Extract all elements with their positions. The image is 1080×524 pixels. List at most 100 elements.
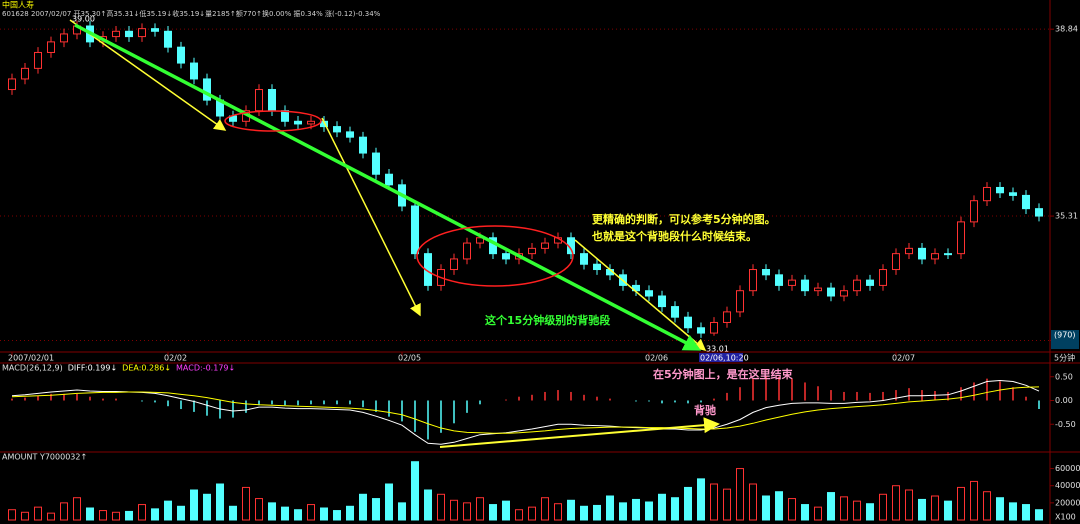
- volume-bar: [957, 486, 965, 521]
- volume-bar: [671, 497, 679, 521]
- volume-bar: [242, 486, 250, 521]
- volume-bar: [8, 509, 16, 521]
- volume-bar: [931, 495, 939, 521]
- candle-body: [177, 46, 185, 64]
- candle-body: [723, 311, 731, 323]
- volume-bar: [385, 483, 393, 521]
- candle-body: [281, 110, 289, 122]
- volume-bar: [918, 498, 926, 521]
- volume-bar: [502, 500, 510, 521]
- candle-body: [372, 152, 380, 175]
- volume-bar: [801, 504, 809, 521]
- legend-entry: DIFF:0.199↓: [68, 364, 117, 373]
- y-tick-label: 0.00: [1055, 396, 1073, 405]
- candle-body: [762, 269, 770, 276]
- macd-line: [11, 386, 1040, 434]
- candle-body: [333, 126, 341, 133]
- candle-body: [580, 253, 588, 265]
- y-tick-label: 35.31: [1055, 212, 1078, 221]
- volume-bar: [814, 506, 822, 521]
- period-label: 5分钟: [1054, 353, 1075, 363]
- volume-bar: [437, 493, 445, 521]
- candle-body: [359, 136, 367, 154]
- candle-body: [112, 30, 120, 38]
- y-tick-label: 600000: [1055, 464, 1080, 473]
- volume-bar: [528, 506, 536, 521]
- candle-body: [658, 295, 666, 308]
- volume-bar: [307, 504, 315, 521]
- highlight-ellipse: [224, 110, 322, 132]
- low-label: 33.01: [706, 345, 729, 354]
- volume-bar: [60, 502, 68, 521]
- x-tick-label: 02/02: [164, 354, 187, 363]
- volume-bar: [268, 502, 276, 521]
- candle-body: [463, 242, 471, 260]
- volume-bar: [866, 503, 874, 521]
- volume-bar: [827, 492, 835, 521]
- arrow: [74, 23, 702, 351]
- annotation: 也就是这个背驰段什么时候结束。: [592, 229, 757, 243]
- candle-body: [528, 247, 536, 255]
- time-label: 02/06,10:20: [700, 354, 749, 363]
- annotation: 背驰: [694, 403, 716, 417]
- candle-body: [775, 274, 783, 286]
- candle-body: [255, 89, 263, 112]
- arrow: [69, 19, 227, 131]
- candle-body: [203, 78, 211, 101]
- macd-line: [11, 380, 1040, 445]
- candle-body: [8, 78, 16, 91]
- volume-bar: [73, 497, 81, 521]
- volume-bar: [255, 498, 263, 521]
- candle-body: [918, 247, 926, 260]
- candle-body: [645, 290, 653, 297]
- panel-title: MACD(26,12,9): [2, 364, 63, 373]
- candle-body: [190, 62, 198, 80]
- volume-bar: [125, 510, 133, 521]
- x-tick-label: 02/07: [892, 354, 915, 363]
- arrow: [574, 239, 707, 351]
- candle-body: [697, 327, 705, 334]
- candle-body: [905, 247, 913, 255]
- candle-body: [788, 279, 796, 286]
- volume-bar: [541, 497, 549, 521]
- volume-bar: [892, 485, 900, 521]
- plot-layer: 38.8435.3132.962007/02/0102/0202/0502/06…: [0, 20, 1080, 522]
- candle-body: [268, 89, 276, 112]
- volume-bar: [944, 500, 952, 521]
- volume-bar: [710, 483, 718, 521]
- volume-bar: [736, 468, 744, 521]
- volume-bar: [320, 507, 328, 521]
- volume-bar: [567, 499, 575, 521]
- legend-entry: DEA:0.286↓: [122, 364, 171, 373]
- volume-bar: [398, 502, 406, 521]
- candle-body: [541, 242, 549, 249]
- legend-entry: MACD:-0.179↓: [176, 364, 235, 373]
- unit-label: X100: [1055, 513, 1076, 522]
- volume-bar: [47, 512, 55, 521]
- volume-bar: [190, 489, 198, 521]
- volume-box-label: (970): [1054, 331, 1076, 340]
- volume-bar: [151, 508, 159, 521]
- volume-bar: [463, 502, 471, 521]
- candle-body: [840, 290, 848, 297]
- candle-body: [294, 120, 302, 125]
- volume-bar: [996, 497, 1004, 521]
- panel-title: AMOUNT Y7000032↑: [2, 453, 87, 462]
- volume-bar: [411, 461, 419, 521]
- candle-body: [164, 30, 172, 48]
- candle-body: [593, 263, 601, 271]
- time-box: [699, 353, 743, 362]
- candle-body: [671, 306, 679, 318]
- volume-bar: [684, 486, 692, 521]
- volume-bar: [970, 480, 978, 521]
- volume-bar: [112, 511, 120, 521]
- candle-body: [827, 287, 835, 297]
- volume-bar: [216, 483, 224, 521]
- candle-body: [385, 173, 393, 186]
- candle-body: [346, 131, 354, 138]
- volume-bar: [658, 493, 666, 521]
- arrow: [439, 417, 720, 448]
- chart-title: 中国人寿: [2, 0, 34, 10]
- candle-body: [138, 28, 146, 38]
